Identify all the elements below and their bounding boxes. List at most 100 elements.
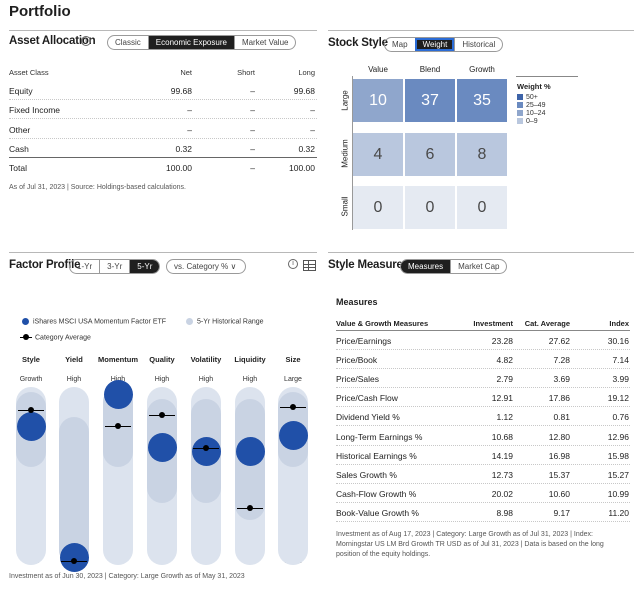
short-value: –: [250, 86, 255, 96]
tab-3yr[interactable]: 3-Yr: [99, 260, 129, 273]
factor-profile-title: Factor Profile: [9, 259, 81, 271]
info-icon[interactable]: i: [288, 259, 298, 269]
short-value: –: [250, 163, 255, 174]
category-legend-label: Category Average: [35, 334, 91, 342]
tab-market-value[interactable]: Market Value: [233, 36, 296, 49]
fund-marker[interactable]: [191, 436, 221, 466]
tab-map[interactable]: Map: [392, 40, 408, 49]
page-title: Portfolio: [9, 3, 71, 20]
style-cell-small-growth: 0: [457, 186, 507, 229]
measure-label: Long-Term Earnings %: [336, 431, 423, 442]
col-long: Long: [298, 68, 315, 77]
stock-style-tabs: Map Weight Historical: [384, 37, 504, 52]
fund-marker[interactable]: [59, 543, 89, 573]
factor-high-label: High: [242, 376, 258, 383]
factor-name-size: Size: [285, 355, 301, 364]
style-cell-large-growth: 35: [457, 79, 507, 122]
asset-class-label: Other: [9, 124, 31, 135]
net-value: 99.68: [170, 86, 192, 96]
fund-marker[interactable]: [16, 411, 46, 441]
legend-label: 50+: [526, 94, 538, 101]
measure-label: Historical Earnings %: [336, 450, 417, 461]
legend-label: 25–49: [526, 102, 546, 109]
col-asset-class: Asset Class: [9, 68, 49, 77]
measure-label: Price/Book: [336, 355, 378, 366]
category-average-marker: [280, 403, 306, 410]
fp-legend-category: Category Average: [20, 334, 91, 341]
long-value: 99.68: [293, 86, 315, 96]
net-value: 100.00: [166, 163, 192, 174]
style-cell-small-blend: 0: [405, 186, 455, 229]
long-value: 0.32: [298, 143, 315, 154]
tab-weight[interactable]: Weight: [414, 38, 455, 51]
category-dropdown-label: vs. Category %: [174, 262, 229, 271]
measure-label: Cash-Flow Growth %: [336, 488, 417, 499]
table-row: Dividend Yield % 1.12 0.81 0.76: [336, 407, 630, 427]
asset-class-label: Equity: [9, 86, 33, 96]
investment-value: 12.91: [491, 393, 513, 404]
category-average-marker: [61, 558, 87, 565]
range-dot-icon: [186, 318, 193, 325]
index-value: 7.14: [612, 355, 629, 366]
col-cat-average: Cat. Average: [524, 319, 570, 328]
tab-historical[interactable]: Historical: [454, 38, 502, 51]
fund-dot-icon: [22, 318, 29, 325]
asset-allocation-title: Asset Allocation: [9, 35, 96, 47]
tab-market-cap[interactable]: Market Cap: [450, 260, 506, 273]
factor-high-label: Large: [284, 376, 302, 383]
style-row-large: Large: [340, 90, 350, 111]
short-value: –: [250, 124, 255, 135]
style-cell-large-blend: 37: [405, 79, 455, 122]
category-average-marker: [105, 423, 131, 430]
investment-value: 23.28: [491, 336, 513, 346]
legend-swatch-0: [517, 118, 523, 125]
cat-average-value: 7.28: [553, 355, 570, 366]
factor-name-volatility: Volatility: [190, 355, 222, 364]
factor-high-label: High: [154, 376, 170, 383]
table-row: Cash-Flow Growth % 20.02 10.60 10.99: [336, 484, 630, 503]
stock-style-title: Stock Style: [328, 37, 388, 49]
tab-classic[interactable]: Classic: [115, 38, 141, 47]
footnote-line: Investment as of Aug 17, 2023 | Category…: [336, 531, 593, 538]
factor-name-liquidity: Liquidity: [234, 355, 266, 364]
investment-value: 2.79: [496, 374, 513, 385]
net-value: 0.32: [175, 143, 192, 154]
category-dropdown[interactable]: vs. Category % ∨: [166, 259, 247, 274]
fund-marker[interactable]: [103, 379, 133, 409]
factor-high-label: High: [198, 376, 214, 383]
factor-profile-footnote: Investment as of Jun 30, 2023 | Category…: [9, 573, 245, 580]
table-row: Total 100.00 – 100.00: [9, 158, 317, 177]
chevron-down-icon: ∨: [230, 262, 237, 271]
investment-value: 10.68: [491, 431, 513, 442]
factor-name-style: Style: [22, 355, 40, 364]
tab-measures[interactable]: Measures: [401, 260, 451, 273]
index-value: 12.96: [607, 431, 629, 442]
index-value: 3.99: [612, 374, 629, 385]
net-value: –: [187, 105, 192, 116]
cat-average-value: 16.98: [548, 450, 570, 461]
category-avg-icon: [20, 334, 32, 341]
long-value: –: [310, 105, 315, 116]
cat-average-value: 9.17: [553, 507, 570, 518]
index-value: 15.98: [607, 450, 629, 461]
fund-marker[interactable]: [278, 420, 308, 450]
style-col-blend: Blend: [419, 65, 441, 74]
tab-5yr[interactable]: 5-Yr: [129, 260, 160, 273]
style-col-value: Value: [368, 65, 388, 74]
category-average-marker: [237, 505, 263, 512]
fund-marker[interactable]: [147, 433, 177, 463]
index-value: 15.27: [607, 469, 629, 480]
tab-economic-exposure[interactable]: Economic Exposure: [147, 36, 234, 49]
fund-marker[interactable]: [235, 436, 265, 466]
style-cell-medium-value: 4: [353, 133, 403, 176]
factor-name-momentum: Momentum: [98, 355, 138, 364]
table-view-icon[interactable]: [303, 260, 316, 271]
footnote-line: position of the equity holdings.: [336, 551, 431, 558]
col-net: Net: [180, 68, 192, 77]
measures-subtitle: Measures: [336, 297, 378, 307]
long-value: 100.00: [289, 163, 315, 174]
tab-1yr[interactable]: 1-Yr: [77, 262, 93, 271]
info-icon[interactable]: i: [81, 36, 91, 46]
legend-label: 10–24: [526, 110, 546, 117]
measure-label: Price/Earnings: [336, 336, 392, 346]
